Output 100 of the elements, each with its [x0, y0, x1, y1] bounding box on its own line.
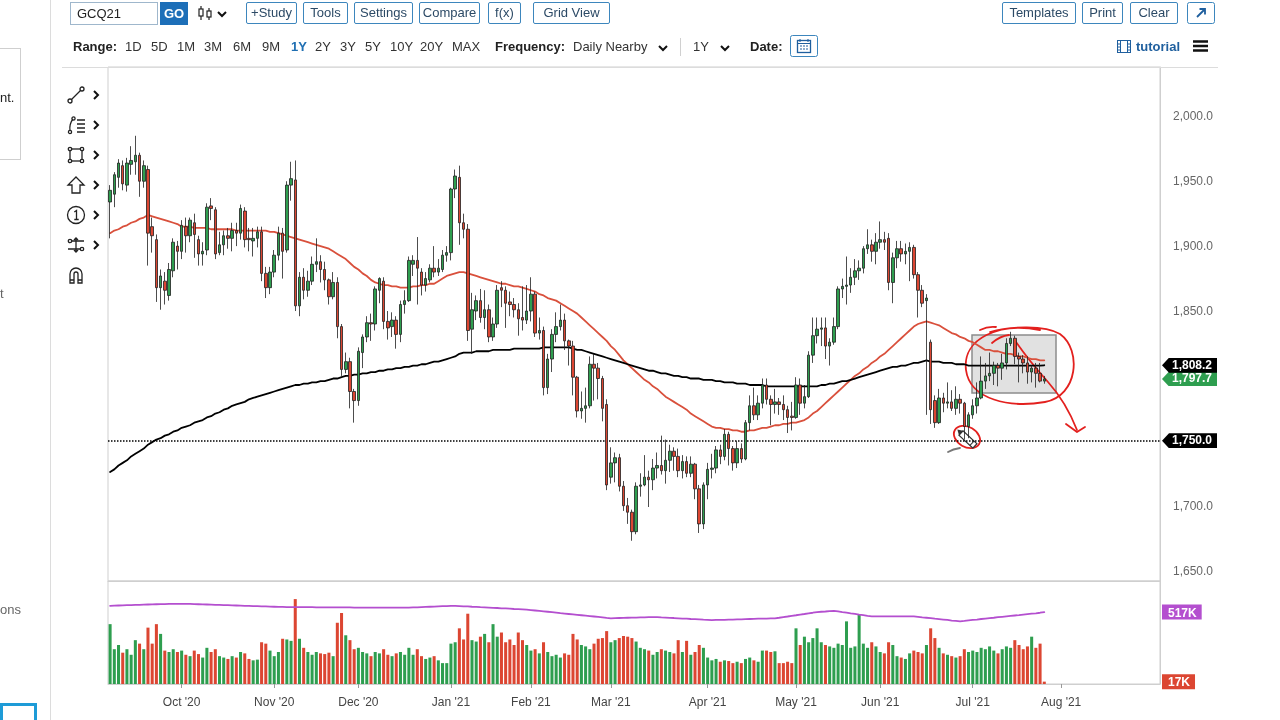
text: nt.	[0, 90, 15, 105]
bar	[327, 652, 331, 684]
button: f(x)	[488, 2, 521, 24]
text: MAX	[452, 38, 481, 55]
bar	[765, 650, 769, 684]
candlestick	[954, 385, 958, 416]
candlestick	[937, 388, 941, 425]
bar	[499, 632, 503, 684]
bar	[276, 651, 280, 684]
button: Clear	[1130, 2, 1178, 24]
bar	[352, 649, 356, 684]
bar	[697, 645, 701, 684]
bar	[575, 639, 579, 684]
bar	[857, 614, 861, 684]
bar	[908, 653, 912, 684]
bar	[293, 599, 297, 684]
bar	[613, 640, 617, 684]
bar	[878, 651, 882, 684]
text: 5Y	[365, 38, 381, 55]
bar	[605, 631, 609, 684]
bar	[773, 651, 777, 684]
bar	[478, 636, 482, 684]
bar	[424, 658, 428, 684]
text: tutorial	[1136, 38, 1181, 55]
bar	[647, 650, 651, 684]
bar	[794, 628, 798, 684]
bar	[159, 633, 163, 684]
bar	[154, 624, 158, 684]
y-tick-label: 1,950.0	[1173, 174, 1214, 189]
text: 3Y	[340, 38, 356, 55]
bar	[718, 661, 722, 684]
text: 1D	[125, 38, 142, 55]
bar	[676, 640, 680, 684]
bar	[121, 652, 125, 684]
bar	[937, 647, 941, 684]
bar	[748, 657, 752, 684]
bar	[1034, 647, 1038, 684]
text: t	[0, 286, 4, 301]
bar	[727, 661, 731, 684]
bar	[920, 653, 924, 684]
bar	[508, 639, 512, 684]
x-tick-label: Apr '21	[688, 695, 727, 709]
candlestick	[714, 445, 718, 474]
candlestick	[420, 267, 423, 296]
bar	[1000, 649, 1004, 684]
bar	[996, 653, 1000, 684]
x-tick-label: Aug '21	[1040, 695, 1082, 709]
x-tick-label: Jun '21	[861, 695, 900, 709]
bar	[356, 647, 360, 684]
bar	[205, 647, 209, 684]
text: 20Y	[420, 38, 444, 55]
line-series	[109, 602, 1046, 623]
bar	[243, 653, 247, 684]
bar	[643, 649, 647, 684]
bar	[891, 645, 895, 684]
bar	[340, 613, 344, 684]
bar	[369, 656, 373, 684]
bar	[769, 651, 773, 684]
candlestick	[723, 428, 726, 461]
bar	[962, 649, 966, 684]
bar	[432, 656, 436, 684]
candlestick	[798, 378, 802, 416]
button: +Study	[246, 2, 297, 24]
candlestick	[432, 245, 436, 278]
candlestick	[205, 202, 209, 256]
bar	[348, 640, 352, 684]
bar	[117, 645, 121, 684]
bar	[192, 650, 196, 684]
bar	[1013, 640, 1017, 684]
bar	[285, 639, 289, 684]
bar	[790, 663, 794, 684]
bar	[487, 642, 491, 684]
bar	[470, 640, 474, 684]
bar	[196, 654, 200, 684]
y-tick-label: 517K	[1168, 605, 1198, 620]
bar	[525, 645, 529, 684]
text: Daily Nearby	[573, 39, 648, 54]
bar	[407, 647, 411, 684]
button: Tools	[303, 2, 348, 24]
text: 10Y	[390, 38, 414, 55]
text: Date:	[750, 38, 783, 55]
bar	[1009, 647, 1013, 684]
bar	[474, 641, 478, 684]
bar	[626, 636, 630, 684]
ref-line-label: 1,750.0	[1162, 433, 1218, 449]
bar	[289, 640, 293, 684]
bar	[1030, 636, 1034, 684]
button: Grid View	[533, 2, 610, 24]
bar	[436, 660, 440, 684]
bar	[167, 651, 171, 684]
bar	[163, 650, 167, 684]
bar	[537, 653, 541, 684]
bar	[306, 651, 310, 684]
bar	[680, 651, 684, 684]
bar	[550, 656, 554, 684]
bar	[314, 651, 318, 684]
bar	[546, 651, 550, 684]
bar	[701, 647, 705, 684]
bar	[735, 661, 739, 684]
bar	[668, 651, 672, 684]
